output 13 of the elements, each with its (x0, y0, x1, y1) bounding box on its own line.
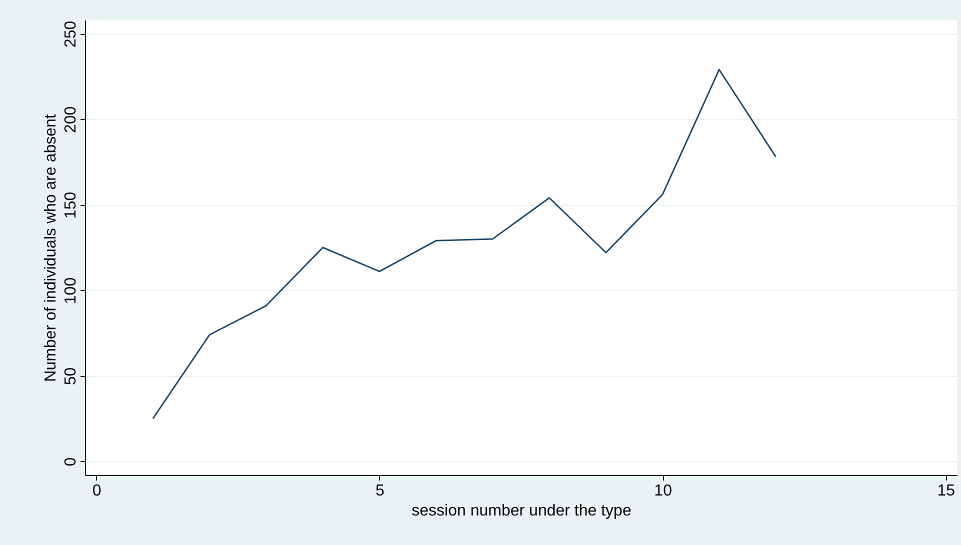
x-tick-label: 5 (375, 482, 384, 500)
y-tick-label: 50 (62, 367, 80, 386)
y-tick-label: 250 (62, 20, 80, 48)
y-tick-label: 0 (62, 457, 80, 466)
x-tick-label: 0 (92, 482, 102, 500)
y-tick-label: 150 (62, 192, 80, 219)
x-tick-label: 10 (654, 482, 672, 500)
y-tick-label: 100 (62, 277, 80, 304)
y-axis-title: Number of individuals who are absent (42, 114, 60, 382)
x-axis-title: session number under the type (412, 502, 632, 520)
x-tick-label: 15 (937, 482, 956, 500)
y-tick-label: 200 (62, 106, 80, 134)
line-series (152, 68, 777, 420)
